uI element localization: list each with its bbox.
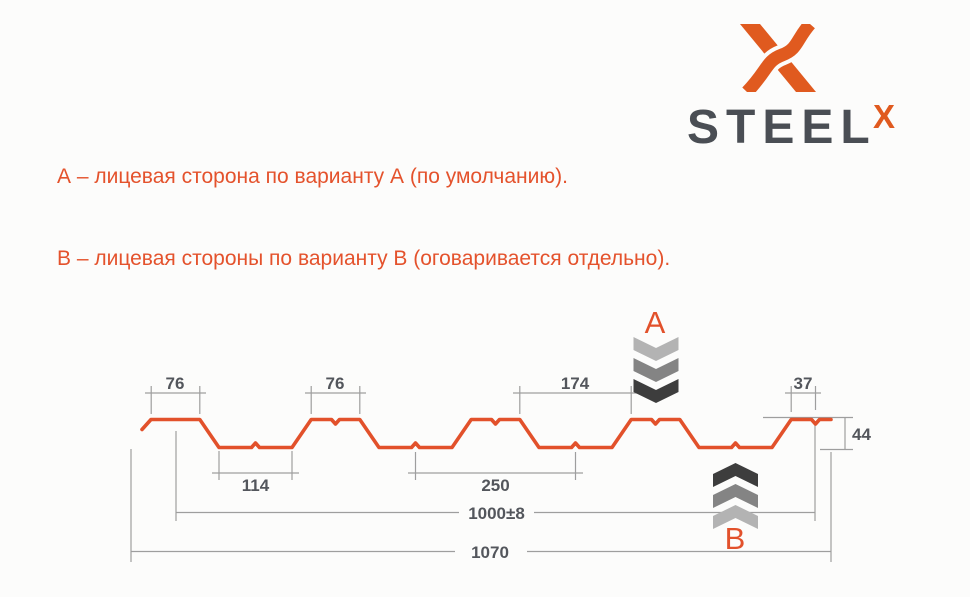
brand-logo: STEEL X xyxy=(687,22,927,152)
brand-name: STEEL xyxy=(687,101,877,154)
dim-label-height: 44 xyxy=(852,425,871,444)
marker-a-label: A xyxy=(645,305,666,340)
dimension-lines xyxy=(130,386,853,562)
brand-sup-x: X xyxy=(873,98,896,135)
variant-a-chevrons-icon xyxy=(633,337,679,403)
dim-label-overall: 1070 xyxy=(471,543,509,562)
dim-label-pitch: 250 xyxy=(481,476,509,495)
dim-label-valley: 114 xyxy=(242,476,270,495)
dim-label-edge: 37 xyxy=(794,374,813,393)
dim-label-coverage: 1000±8 xyxy=(468,504,525,523)
note-line-a: А – лицевая сторона по варианту А (по ум… xyxy=(57,165,568,188)
dim-label-crest2: 76 xyxy=(326,374,345,393)
steelx-cross-icon xyxy=(739,24,819,92)
variant-b-chevrons-icon xyxy=(713,463,758,529)
marker-b-label: B xyxy=(725,521,746,556)
profile-outline xyxy=(140,417,833,450)
dim-label-crest-gap: 174 xyxy=(561,374,590,393)
note-line-b: В – лицевая стороны по варианту В (огова… xyxy=(57,247,671,270)
dim-label-crest1: 76 xyxy=(166,374,185,393)
